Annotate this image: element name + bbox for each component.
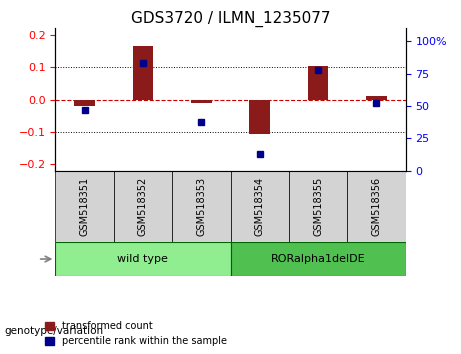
Bar xyxy=(74,99,95,106)
Text: GSM518352: GSM518352 xyxy=(138,177,148,236)
FancyBboxPatch shape xyxy=(347,171,406,242)
Text: GSM518354: GSM518354 xyxy=(254,177,265,236)
Bar xyxy=(133,46,153,99)
Text: GSM518355: GSM518355 xyxy=(313,177,323,236)
FancyBboxPatch shape xyxy=(230,242,406,276)
Bar xyxy=(308,65,328,99)
FancyBboxPatch shape xyxy=(230,171,289,242)
FancyBboxPatch shape xyxy=(289,171,347,242)
Bar xyxy=(191,99,212,103)
Text: wild type: wild type xyxy=(118,254,168,264)
FancyBboxPatch shape xyxy=(55,242,230,276)
FancyBboxPatch shape xyxy=(55,171,114,242)
Title: GDS3720 / ILMN_1235077: GDS3720 / ILMN_1235077 xyxy=(131,11,330,27)
Text: GSM518351: GSM518351 xyxy=(79,177,89,236)
Legend: transformed count, percentile rank within the sample: transformed count, percentile rank withi… xyxy=(42,319,230,349)
Text: genotype/variation: genotype/variation xyxy=(5,326,104,336)
Bar xyxy=(366,96,387,99)
FancyBboxPatch shape xyxy=(114,171,172,242)
FancyBboxPatch shape xyxy=(172,171,230,242)
Text: GSM518356: GSM518356 xyxy=(372,177,382,236)
Text: RORalpha1delDE: RORalpha1delDE xyxy=(271,254,366,264)
Bar xyxy=(249,99,270,133)
Text: GSM518353: GSM518353 xyxy=(196,177,207,236)
